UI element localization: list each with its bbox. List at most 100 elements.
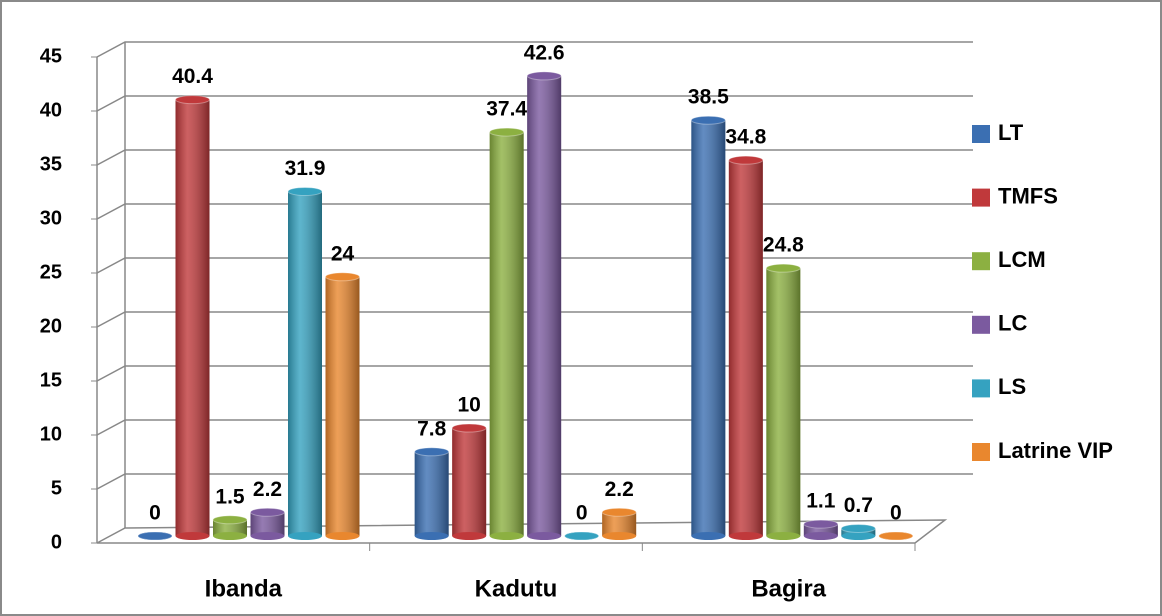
bar-shade [213, 519, 247, 536]
bar-top [414, 447, 450, 457]
bar-bottom [766, 532, 801, 540]
bar-top [175, 95, 210, 105]
y-tick-label: 40 [40, 99, 62, 121]
data-label: 10 [457, 394, 480, 417]
grid-line [96, 473, 973, 490]
legend-label: LT [998, 120, 1024, 145]
bar-bottom [175, 532, 210, 540]
x-tick-label: Bagira [751, 575, 826, 602]
legend-swatch [972, 315, 990, 334]
data-label: 42.6 [524, 41, 565, 64]
bar-shade [527, 75, 562, 537]
bar-top [212, 515, 248, 525]
data-label: 0 [149, 502, 161, 525]
bar-top [287, 186, 323, 196]
bar-shade [489, 132, 524, 536]
x-tick-label: Kadutu [475, 575, 558, 602]
bar-top [451, 423, 487, 433]
legend-swatch [972, 443, 990, 461]
bar-shade [250, 512, 285, 536]
legend-swatch [972, 125, 990, 143]
grid-line [96, 95, 973, 112]
legend-swatch [972, 188, 990, 207]
grid-line [96, 149, 973, 166]
bar-shade [728, 160, 763, 536]
bar-bottom [527, 532, 562, 540]
y-tick-label: 5 [51, 477, 62, 499]
y-tick-label: 10 [40, 423, 62, 445]
bar-shade [452, 428, 487, 536]
grid-line [96, 419, 973, 436]
bar-bottom [452, 532, 487, 540]
data-label: 2.2 [253, 478, 282, 501]
legend-swatch [972, 379, 990, 398]
bar-top [840, 523, 876, 533]
bar-bottom [728, 532, 763, 540]
bar-top [564, 531, 600, 541]
bar-bottom [213, 532, 247, 540]
legend-label: TMFS [998, 183, 1058, 208]
bar-top [325, 272, 360, 282]
legend-label: Latrine VIP [998, 438, 1113, 463]
bar-top [690, 115, 726, 125]
grid-line [96, 311, 973, 328]
bar-bottom [489, 532, 524, 540]
bar-bottom [841, 532, 876, 540]
bar-bottom [288, 532, 322, 540]
y-tick-label: 25 [40, 261, 62, 283]
data-label: 7.8 [417, 417, 447, 440]
bar-top [601, 507, 637, 517]
bar-bottom [691, 532, 726, 540]
x-tick-label: Ibanda [205, 575, 283, 602]
bar-shade [175, 99, 210, 537]
data-label: 24.8 [763, 234, 804, 257]
legend-label: LS [998, 374, 1026, 399]
data-label: 37.4 [486, 98, 527, 121]
data-label: 24 [331, 242, 355, 265]
data-label: 40.4 [172, 65, 213, 88]
bar-top [803, 519, 839, 529]
data-label: 0.7 [844, 494, 873, 517]
bar-top [526, 71, 562, 81]
bar-bottom [803, 532, 838, 540]
bar-top [878, 531, 914, 541]
legend-swatch [972, 252, 990, 271]
grid-line [96, 257, 973, 274]
data-label: 34.8 [725, 126, 766, 149]
bar-top [728, 155, 764, 165]
y-tick-label: 20 [40, 315, 62, 337]
bar-shade [602, 512, 637, 536]
bar-top [765, 263, 801, 273]
bar-shade [691, 120, 726, 536]
y-tick-label: 45 [40, 45, 62, 67]
bar-bottom [602, 532, 637, 540]
data-label: 0 [890, 502, 902, 525]
bar-shade [414, 451, 449, 536]
bar-bottom [250, 532, 285, 540]
y-tick-label: 30 [40, 207, 62, 229]
legend-label: LCM [998, 247, 1046, 272]
y-tick-label: 0 [51, 531, 62, 553]
legend-label: LC [998, 311, 1027, 336]
data-label: 1.1 [806, 490, 836, 513]
bar-top [137, 531, 173, 541]
bar-bottom [414, 532, 449, 540]
data-label: 38.5 [688, 86, 729, 109]
bar-top [489, 127, 525, 137]
bar-shade [288, 191, 322, 537]
bar-shade [766, 268, 801, 536]
grid-line [96, 365, 973, 382]
data-label: 31.9 [285, 157, 326, 180]
data-label: 0 [576, 502, 588, 525]
bar-top [250, 507, 285, 517]
bar-bottom [325, 532, 360, 540]
grid-line [96, 203, 973, 220]
data-label: 1.5 [215, 485, 245, 508]
data-label: 2.2 [605, 478, 634, 501]
y-tick-label: 35 [40, 153, 62, 175]
bar-shade [803, 524, 838, 536]
y-tick-label: 15 [40, 369, 62, 391]
bar-shade [325, 276, 360, 536]
